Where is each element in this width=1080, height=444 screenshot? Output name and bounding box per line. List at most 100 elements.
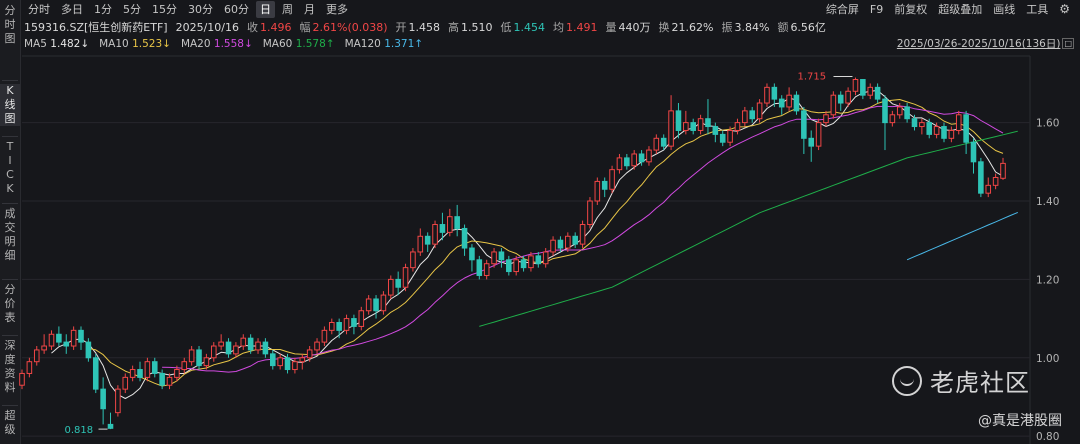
tab-period-3[interactable]: 5分	[123, 3, 141, 16]
candle-body	[624, 157, 630, 167]
candle-body	[33, 349, 40, 363]
tab-period-6[interactable]: 60分	[224, 3, 249, 16]
candle-body	[262, 341, 269, 355]
candle-body	[520, 259, 527, 269]
sidebar-item-char: 分	[4, 283, 16, 296]
candle-body	[174, 369, 180, 378]
tab-period-8[interactable]: 周	[282, 3, 293, 16]
tab-period-4[interactable]: 15分	[152, 3, 177, 16]
tiger-logo-icon	[892, 365, 922, 396]
toolbar-item-4[interactable]: 画线	[993, 3, 1016, 16]
sidebar-item-4[interactable]: 分价表	[0, 283, 20, 325]
sidebar-item-3[interactable]: 成交明细	[0, 207, 20, 263]
candle-body	[742, 110, 748, 124]
toolbar-item-0[interactable]: 综合屏	[825, 3, 859, 16]
quote-value: 1.491	[566, 21, 598, 34]
date-range-text: 2025/03/26-2025/10/16(136日)	[896, 38, 1061, 50]
sidebar-item-char: 表	[4, 311, 16, 324]
ma-line-ma5	[51, 90, 1004, 399]
candle-body	[749, 110, 756, 120]
candle-body	[911, 118, 918, 128]
sidebar-item-char: 料	[4, 381, 16, 394]
candle-body	[941, 126, 947, 139]
candle-body	[815, 122, 822, 147]
candle-body	[137, 369, 143, 378]
quote-value: 1.454	[513, 21, 546, 34]
sidebar-item-char: 分	[4, 4, 16, 17]
tab-period-7[interactable]: 日	[256, 1, 275, 18]
candle-body	[329, 322, 335, 331]
toolbar-item-2[interactable]: 前复权	[894, 3, 928, 16]
tab-period-2[interactable]: 1分	[94, 3, 112, 16]
quote-item: 振 3.84%	[721, 20, 769, 35]
watermark-author: @真是港股圈	[978, 413, 1062, 429]
candle-body	[830, 94, 837, 116]
candle-body	[845, 90, 851, 104]
candle-body	[424, 235, 431, 245]
ma-legend-ma10: MA10 1.523↓	[99, 38, 171, 50]
candle-body	[476, 259, 483, 276]
candle-body	[808, 137, 815, 147]
sidebar-divider	[2, 405, 18, 406]
quote-label: 振	[721, 21, 733, 34]
candle-body	[978, 161, 984, 194]
candle-body	[63, 341, 70, 347]
sidebar-item-char: 深	[4, 339, 16, 352]
candle-body	[402, 267, 409, 288]
candle-body	[388, 278, 394, 296]
sidebar-item-char: 图	[4, 112, 16, 125]
sidebar-item-char: 交	[4, 221, 16, 234]
sidebar-item-5[interactable]: 深度资料	[0, 339, 20, 395]
candle-body	[579, 224, 586, 245]
ma-legend-ma120: MA120 1.371↑	[344, 38, 424, 50]
y-tick-label: 1.60	[1036, 118, 1059, 130]
tab-period-0[interactable]: 分时	[28, 3, 50, 16]
sidebar-item-char: K	[6, 182, 14, 195]
quote-value: 6.56亿	[790, 21, 826, 34]
toolbar-item-1[interactable]: F9	[869, 3, 884, 16]
toolbar-item-3[interactable]: 超级叠加	[938, 3, 983, 16]
gear-icon[interactable]: ⚙	[1059, 2, 1070, 16]
tab-period-10[interactable]: 更多	[326, 3, 348, 16]
candle-body	[970, 141, 977, 163]
ma-legend-ma5: MA5 1.482↓	[24, 38, 90, 50]
ma-line-ma120	[906, 211, 1018, 261]
tab-period-5[interactable]: 30分	[188, 3, 213, 16]
quote-label: 额	[777, 21, 789, 34]
toolbar-item-5[interactable]: 工具	[1026, 3, 1049, 16]
date-range[interactable]: 2025/03/26-2025/10/16(136日) □	[897, 37, 1074, 51]
candle-body	[609, 169, 615, 190]
candle-body	[461, 227, 468, 249]
sidebar-item-0[interactable]: 分时图	[0, 4, 20, 46]
candle-body	[107, 423, 114, 429]
sidebar-item-6[interactable]: 超级	[0, 409, 20, 437]
candle-body	[373, 298, 379, 312]
candle-body	[638, 153, 645, 163]
candle-body	[240, 337, 247, 347]
quote-value: 1.510	[461, 21, 493, 34]
candle-body	[144, 361, 151, 378]
candle-body	[506, 259, 512, 273]
tab-period-1[interactable]: 多日	[61, 3, 83, 16]
candle-body	[985, 184, 992, 194]
sidebar-item-char: K	[6, 84, 14, 97]
candle-body	[321, 329, 328, 343]
quote-item: 换 21.62%	[659, 20, 714, 35]
y-tick-label: 1.00	[1036, 353, 1059, 365]
candle-body	[771, 86, 778, 100]
quote-items: 收 1.496 幅 2.61%(0.038) 开 1.458 高 1.510 低 1.454 均 1.…	[247, 20, 826, 35]
sidebar-divider	[2, 335, 18, 336]
quote-item: 量 440万	[606, 20, 651, 35]
tab-period-9[interactable]: 月	[304, 3, 315, 16]
candle-body	[314, 341, 320, 351]
sidebar-item-char: 细	[4, 249, 16, 262]
candle-body	[587, 200, 593, 226]
quote-label: 均	[553, 21, 565, 34]
candle-body	[483, 263, 490, 276]
candle-body	[166, 376, 173, 386]
quote-item: 高 1.510	[448, 20, 493, 35]
candle-body	[882, 98, 888, 124]
